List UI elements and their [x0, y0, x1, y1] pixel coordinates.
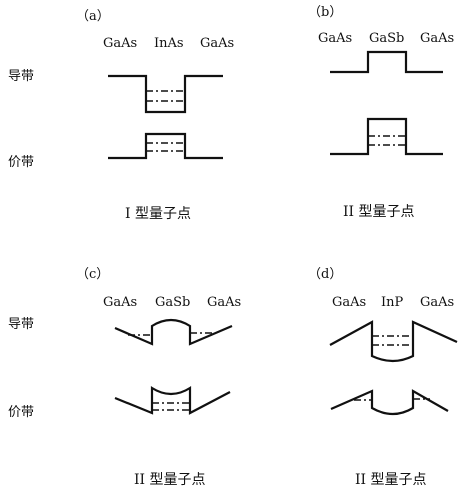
panel-c-material-right: GaAs: [207, 295, 241, 310]
row-label-valence-top: 价带: [8, 155, 34, 170]
panel-a-valence-band: [108, 132, 223, 160]
panel-d-conduction-band: [329, 320, 458, 363]
panel-d-valence-band: [330, 389, 449, 416]
row-label-conduction-bottom: 导带: [8, 317, 34, 332]
panel-c-conduction-band: [114, 318, 233, 346]
panel-d-tag: （d）: [308, 267, 342, 282]
panel-d-material-right: GaAs: [420, 295, 454, 310]
panel-b-tag: （b）: [308, 5, 342, 20]
panel-b-caption: II 型量子点: [343, 204, 415, 220]
panel-b-conduction-band: [330, 50, 443, 74]
panel-c-material-left: GaAs: [103, 295, 137, 310]
panel-a-caption: I 型量子点: [125, 206, 191, 222]
panel-b-material-center: GaSb: [369, 31, 404, 46]
panel-a-tag: （a）: [76, 9, 110, 24]
panel-b-material-left: GaAs: [318, 31, 352, 46]
panel-d: （d） GaAs InP GaAs II 型量子点: [308, 267, 458, 488]
panel-a-material-right: GaAs: [200, 36, 234, 51]
row-label-conduction-top: 导带: [8, 69, 34, 84]
panel-b-valence-band: [330, 117, 443, 156]
panel-a-material-left: GaAs: [103, 36, 137, 51]
panel-d-material-left: GaAs: [332, 295, 366, 310]
panel-d-material-center: InP: [381, 295, 404, 310]
panel-a: （a） GaAs InAs GaAs I 型量子点: [76, 9, 234, 222]
panel-b: （b） GaAs GaSb GaAs II 型量子点: [308, 5, 454, 220]
panel-a-material-center: InAs: [154, 36, 184, 51]
panel-a-conduction-band: [108, 74, 223, 114]
panel-c-valence-band: [114, 386, 231, 415]
row-label-valence-bottom: 价带: [8, 405, 34, 420]
panel-c: （c） GaAs GaSb GaAs II 型量子点: [76, 267, 241, 488]
panel-c-caption: II 型量子点: [134, 472, 206, 488]
panel-b-material-right: GaAs: [420, 31, 454, 46]
panel-c-material-center: GaSb: [155, 295, 190, 310]
panel-d-caption: II 型量子点: [355, 472, 427, 488]
panel-c-tag: （c）: [76, 267, 109, 282]
